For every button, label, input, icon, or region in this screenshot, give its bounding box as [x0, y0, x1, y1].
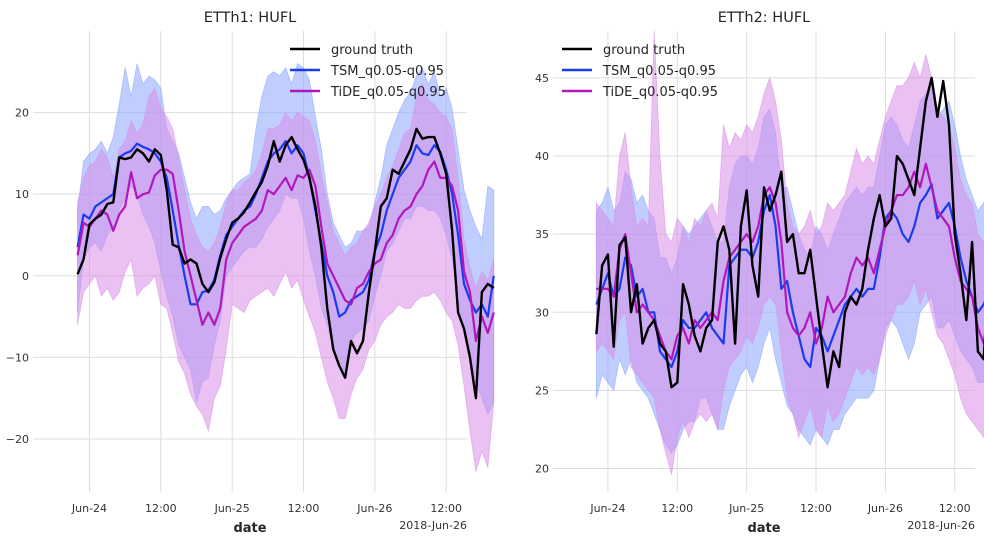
y-tick-label: 10	[15, 188, 29, 201]
legend: ground truth TSM_q0.05-q0.95 TiDE_q0.05-q0…	[562, 43, 718, 100]
ground-truth-line	[76, 127, 495, 400]
x-tick-label: 12:00	[288, 502, 320, 515]
y-tick-label: 0	[22, 270, 29, 283]
tsm-median-line	[76, 140, 495, 318]
x-tick-label: 12:00	[145, 502, 177, 515]
y-tick-label: 20	[535, 463, 549, 476]
y-tick-label: 35	[535, 228, 549, 241]
x-axis-label: date	[747, 521, 780, 536]
tide-quantile-band	[595, 30, 984, 475]
ground-truth-line	[595, 76, 984, 389]
y-tick-label: 45	[535, 72, 549, 85]
legend-label: ground truth	[331, 43, 413, 58]
y-tick-label: −10	[6, 351, 29, 364]
x-tick-label: Jun-24	[589, 502, 625, 515]
tide-median-line	[76, 160, 495, 343]
panel-etth2-hufl: ETTh2: HUFL 20 25 30 35 40 45 Jun-24 12:00 Jun-25…	[535, 10, 984, 536]
legend-label: TiDE_q0.05-q0.95	[602, 85, 718, 100]
y-tick-label: 25	[535, 384, 549, 397]
y-tick-label: 40	[535, 150, 549, 163]
x-tick-label: Jun-24	[71, 502, 107, 515]
x-offset-label: 2018-Jun-26	[399, 519, 467, 532]
y-tick-label: 20	[15, 107, 29, 120]
x-tick-label: Jun-25	[214, 502, 250, 515]
chart-title: ETTh1: HUFL	[204, 10, 296, 26]
x-tick-label: 12:00	[800, 502, 832, 515]
y-tick-label: −20	[6, 433, 29, 446]
chart-title: ETTh2: HUFL	[718, 10, 810, 26]
legend: ground truth TSM_q0.05-q0.95 TiDE_q0.05-q0…	[290, 43, 446, 100]
tsm-median-line	[595, 183, 984, 369]
x-tick-label: 12:00	[430, 502, 462, 515]
x-tick-label: 12:00	[939, 502, 971, 515]
x-tick-label: Jun-25	[728, 502, 764, 515]
panel-etth1-hufl: ETTh1: HUFL −20 −10 0 10 20 Jun-24 12:00 Jun-25 1…	[6, 10, 495, 536]
legend-label: ground truth	[603, 43, 685, 58]
x-tick-label: Jun-26	[867, 502, 903, 515]
legend-label: TSM_q0.05-q0.95	[602, 64, 716, 79]
x-offset-label: 2018-Jun-26	[907, 519, 975, 532]
x-tick-label: Jun-26	[356, 502, 392, 515]
x-axis-label: date	[233, 521, 266, 536]
legend-label: TiDE_q0.05-q0.95	[330, 85, 446, 100]
x-tick-label: 12:00	[661, 502, 693, 515]
legend-label: TSM_q0.05-q0.95	[330, 64, 444, 79]
y-tick-label: 30	[535, 306, 549, 319]
